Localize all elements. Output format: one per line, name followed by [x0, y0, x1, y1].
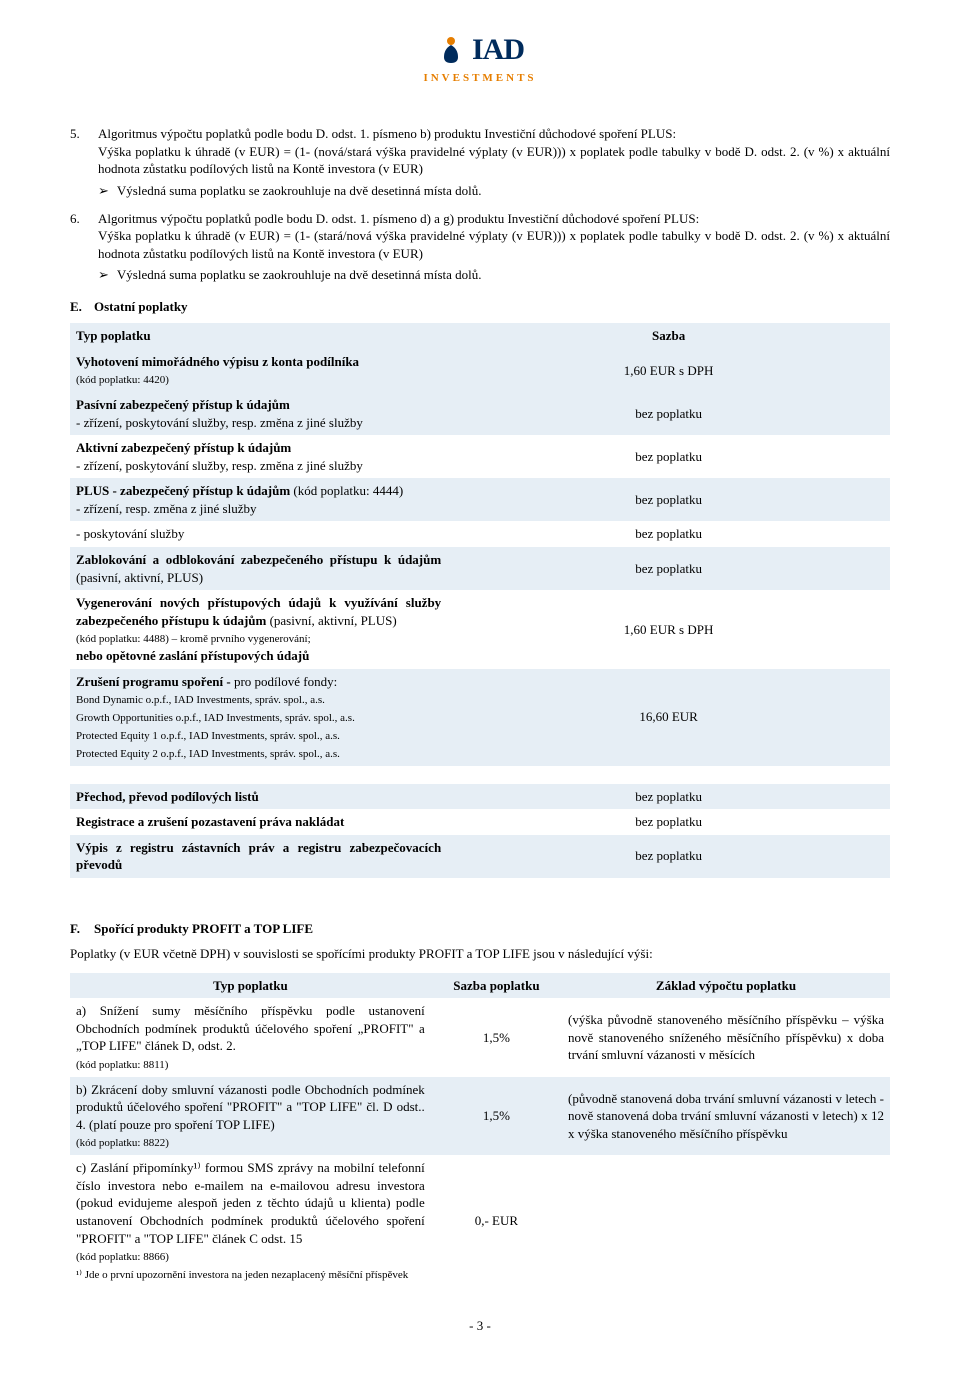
- section-e-heading: E.Ostatní poplatky: [70, 298, 890, 316]
- table-row: Aktivní zabezpečený přístup k údajům- zř…: [70, 435, 890, 478]
- table-row: Přechod, převod podílových listůbez popl…: [70, 784, 890, 810]
- table-row: b) Zkrácení doby smluvní vázanosti podle…: [70, 1077, 890, 1155]
- table-row: Pasívní zabezpečený přístup k údajům- zř…: [70, 392, 890, 435]
- item5-line2: Výška poplatku k úhradě (v EUR) = (1- (n…: [98, 144, 890, 177]
- col-type: Typ poplatku: [70, 973, 431, 999]
- table-row: Vyhotovení mimořádného výpisu z konta po…: [70, 349, 890, 392]
- table-other-fees: Typ poplatku Sazba Vyhotovení mimořádnéh…: [70, 323, 890, 877]
- table-row: a) Snížení sumy měsíčního příspěvku podl…: [70, 998, 890, 1076]
- col-basis: Základ výpočtu poplatku: [562, 973, 890, 999]
- table-row: - poskytování službybez poplatku: [70, 521, 890, 547]
- list-item-5: 5. Algoritmus výpočtu poplatků podle bod…: [70, 125, 890, 178]
- table-row: Zrušení programu spoření - pro podílové …: [70, 669, 890, 766]
- table-row: Výpis z registru zástavních práv a regis…: [70, 835, 890, 878]
- table-row: c) Zaslání připomínky¹⁾ formou SMS zpráv…: [70, 1155, 890, 1286]
- item6-line2: Výška poplatku k úhradě (v EUR) = (1- (s…: [98, 228, 890, 261]
- table-row: Zablokování a odblokování zabezpečeného …: [70, 547, 890, 590]
- table-row: Registrace a zrušení pozastavení práva n…: [70, 809, 890, 835]
- item6-line1: Algoritmus výpočtu poplatků podle bodu D…: [98, 211, 699, 226]
- table-row: Vygenerování nových přístupových údajů k…: [70, 590, 890, 668]
- item-number: 6.: [70, 210, 98, 263]
- item5-line1: Algoritmus výpočtu poplatků podle bodu D…: [98, 126, 676, 141]
- item5-bullet: Výsledná suma poplatku se zaokrouhluje n…: [70, 182, 890, 200]
- logo: IAD INVESTMENTS: [70, 30, 890, 85]
- section-f-intro: Poplatky (v EUR včetně DPH) v souvislost…: [70, 945, 890, 963]
- section-f-heading: F.Spořící produkty PROFIT a TOP LIFE: [70, 920, 890, 938]
- logo-subtitle: INVESTMENTS: [423, 71, 536, 86]
- table-profit-toplife: Typ poplatku Sazba poplatku Základ výpoč…: [70, 973, 890, 1287]
- item6-bullet: Výsledná suma poplatku se zaokrouhluje n…: [70, 266, 890, 284]
- logo-text: IAD: [472, 30, 524, 71]
- col-type: Typ poplatku: [70, 323, 447, 349]
- item-number: 5.: [70, 125, 98, 178]
- col-rate: Sazba: [447, 323, 890, 349]
- list-item-6: 6. Algoritmus výpočtu poplatků podle bod…: [70, 210, 890, 263]
- logo-icon: [436, 35, 466, 65]
- table-row: PLUS - zabezpečený přístup k údajům (kód…: [70, 478, 890, 521]
- page-number: - 3 -: [70, 1317, 890, 1335]
- col-rate: Sazba poplatku: [431, 973, 562, 999]
